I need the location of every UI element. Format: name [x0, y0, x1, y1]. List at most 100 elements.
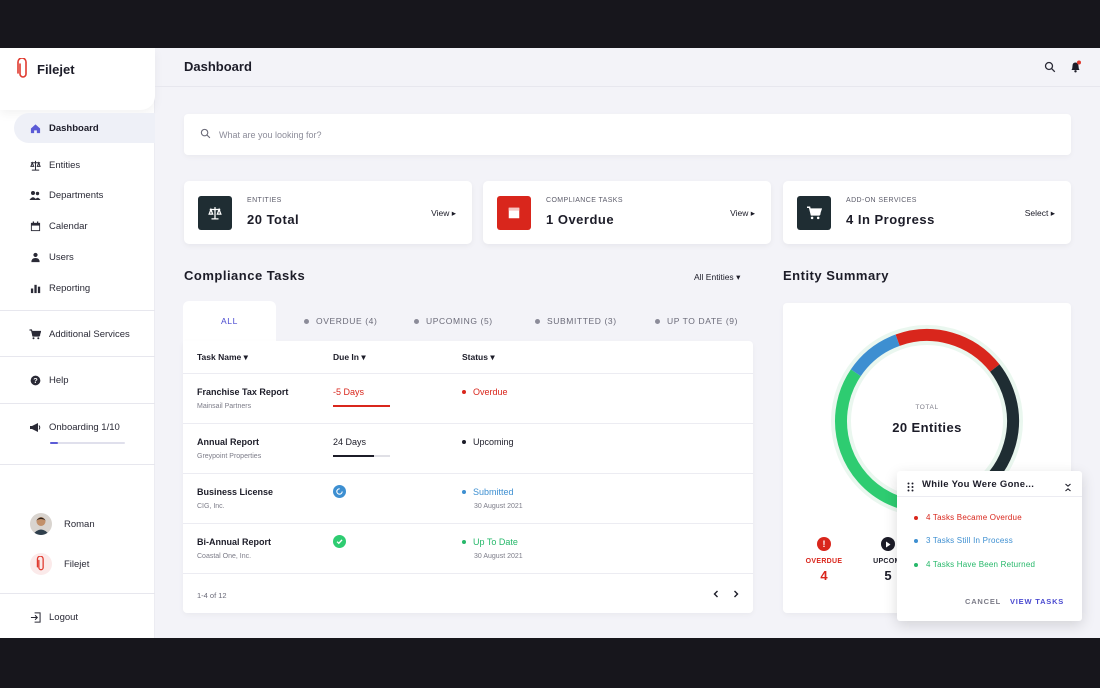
search-icon[interactable]: [1044, 60, 1058, 74]
user-name: Roman: [64, 518, 95, 530]
user-profile[interactable]: Roman: [30, 513, 95, 535]
tab-label: SUBMITTED (3): [547, 316, 617, 326]
sidebar-item-additional-services[interactable]: Additional Services: [14, 319, 155, 349]
table-row[interactable]: Franchise Tax Report Mainsail Partners -…: [183, 373, 753, 423]
task-entity: CIG, Inc.: [197, 503, 225, 510]
popup-item-in-process: 3 Tasks Still In Process: [914, 536, 1013, 545]
view-compliance-link[interactable]: View ▸: [730, 208, 755, 219]
caret-down-icon: ▾: [736, 272, 741, 282]
brand-header: Filejet: [0, 48, 155, 110]
logout-icon: [29, 611, 41, 623]
legend-count: 4: [820, 568, 828, 583]
pagination-info: 1-4 of 12: [197, 591, 227, 600]
page-title: Dashboard: [184, 59, 252, 74]
card-label: COMPLIANCE TASKS: [546, 197, 623, 204]
cancel-button[interactable]: CANCEL: [965, 597, 1002, 606]
card-label: ADD-ON SERVICES: [846, 197, 917, 204]
table-bottom-divider: [183, 573, 753, 574]
tab-submitted[interactable]: SUBMITTED (3): [535, 301, 617, 341]
status-badge: Overdue: [462, 387, 508, 397]
dot-icon: [304, 318, 309, 324]
sidebar-item-label: Calendar: [49, 220, 88, 232]
tab-overdue[interactable]: OVERDUE (4): [304, 301, 377, 341]
table-row[interactable]: Annual Report Greypoint Properties 24 Da…: [183, 423, 753, 473]
sidebar-item-help[interactable]: ? Help: [14, 365, 155, 395]
scale-icon: [198, 196, 232, 230]
popup-item-returned: 4 Tasks Have Been Returned: [914, 560, 1035, 569]
drag-handle-icon[interactable]: [907, 479, 914, 497]
legend-overdue[interactable]: ! OVERDUE 4: [789, 537, 859, 583]
sidebar-item-reporting[interactable]: Reporting: [14, 273, 155, 303]
task-name: Business License: [197, 487, 274, 497]
compliance-table: Task Name ▾ Due In ▾ Status ▾ Franchise …: [183, 341, 753, 613]
status-date: 30 August 2021: [474, 503, 523, 510]
legend-label: OVERDUE: [805, 558, 843, 565]
column-header-status[interactable]: Status ▾: [462, 352, 495, 363]
sidebar-item-label: Entities: [49, 159, 81, 171]
organization-profile[interactable]: Filejet: [30, 553, 89, 575]
megaphone-icon: [29, 421, 41, 433]
play-icon: [881, 537, 895, 551]
caret-down-icon: ▾: [490, 352, 495, 362]
popup-header: While You Were Gone...: [897, 471, 1082, 497]
select-addon-link[interactable]: Select ▸: [1025, 208, 1055, 219]
tab-up-to-date[interactable]: UP TO DATE (9): [655, 301, 738, 341]
bell-icon[interactable]: [1069, 60, 1083, 74]
due-in: 24 Days: [333, 437, 367, 447]
status-dot-icon: [462, 390, 466, 394]
tab-label: UPCOMING (5): [426, 316, 493, 326]
entity-filter-dropdown[interactable]: All Entities ▾: [694, 272, 740, 283]
column-label: Status: [462, 352, 488, 362]
donut-segment: [835, 329, 1019, 513]
sidebar-item-onboarding[interactable]: Onboarding 1/10: [14, 412, 155, 442]
caret-right-icon: ▸: [1050, 208, 1055, 218]
due-in: -5 Days: [333, 387, 365, 397]
cart-icon: [797, 196, 831, 230]
table-row[interactable]: Bi-Annual Report Coastal One, Inc. Up To…: [183, 523, 753, 573]
popup-item-text: 3 Tasks Still In Process: [926, 536, 1013, 545]
tab-upcoming[interactable]: UPCOMING (5): [414, 301, 493, 341]
table-row[interactable]: Business License CIG, Inc. Submitted 30 …: [183, 473, 753, 523]
status-label: Submitted: [473, 487, 514, 497]
view-tasks-button[interactable]: VIEW TASKS: [1010, 597, 1065, 606]
next-page-button[interactable]: [729, 587, 743, 601]
popup-title: While You Were Gone...: [922, 479, 1035, 490]
collapse-icon[interactable]: [1064, 479, 1072, 497]
org-name: Filejet: [64, 558, 90, 570]
column-header-due[interactable]: Due In ▾: [333, 352, 366, 363]
sidebar-item-users[interactable]: Users: [14, 242, 155, 272]
tab-label: OVERDUE (4): [316, 316, 378, 326]
sidebar-divider: [0, 356, 155, 357]
column-header-task[interactable]: Task Name ▾: [197, 352, 248, 363]
entity-summary-title: Entity Summary: [783, 268, 889, 283]
status-label: Overdue: [473, 387, 508, 397]
due-progress-bar: [333, 455, 390, 457]
task-entity: Greypoint Properties: [197, 453, 262, 460]
sidebar-item-dashboard[interactable]: Dashboard: [14, 113, 155, 143]
card-value: 20 Total: [247, 212, 300, 227]
popup-item-text: 4 Tasks Became Overdue: [926, 513, 1022, 522]
view-entities-link[interactable]: View ▸: [431, 208, 456, 219]
sidebar-item-entities[interactable]: Entities: [14, 150, 155, 180]
legend-upcoming[interactable]: UPCOMI 5: [853, 537, 923, 583]
sidebar-item-calendar[interactable]: Calendar: [14, 211, 155, 241]
logout-button[interactable]: Logout: [14, 602, 155, 632]
alert-icon: !: [817, 537, 831, 551]
previous-page-button[interactable]: [709, 587, 723, 601]
sidebar-item-label: Onboarding 1/10: [49, 421, 120, 433]
total-label: TOTAL: [915, 404, 939, 411]
task-name: Franchise Tax Report: [197, 387, 289, 397]
tab-all[interactable]: ALL: [183, 301, 276, 341]
search-input[interactable]: [219, 129, 819, 140]
compliance-tasks-card: COMPLIANCE TASKS 1 Overdue View ▸: [483, 181, 771, 244]
dot-icon: [914, 515, 918, 520]
column-label: Due In: [333, 352, 359, 362]
sidebar-item-label: Dashboard: [49, 122, 99, 134]
sidebar-item-label: Departments: [49, 189, 104, 201]
search-bar[interactable]: [184, 114, 1071, 155]
task-name: Bi-Annual Report: [197, 537, 271, 547]
sidebar-item-departments[interactable]: Departments: [14, 180, 155, 210]
status-dot-icon: [462, 440, 466, 444]
org-avatar: [30, 553, 52, 575]
status-badge: Submitted: [462, 487, 514, 497]
